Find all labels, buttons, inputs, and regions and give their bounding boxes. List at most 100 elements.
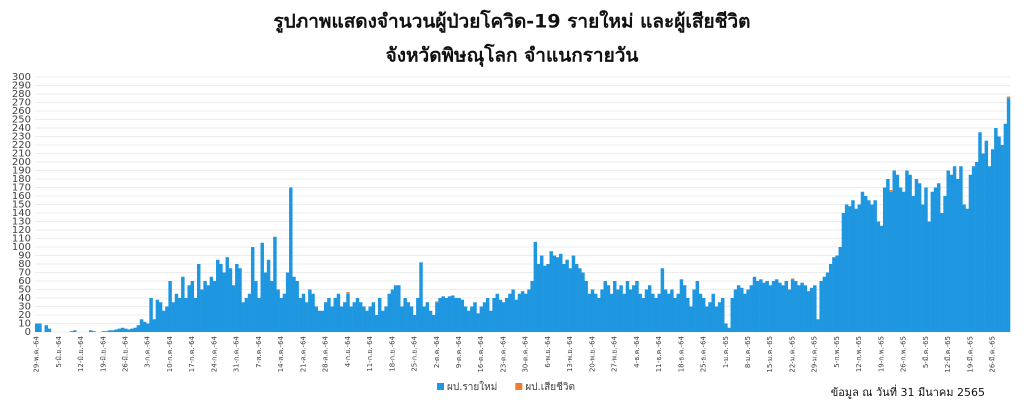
x-tick-label: 23-ต.ค.-64: [499, 335, 507, 372]
bar: [247, 293, 252, 332]
bar: [206, 285, 210, 332]
bar: [355, 298, 360, 332]
x-tick-label: 25-ธ.ค.-64: [700, 335, 708, 372]
y-tick-label: 70: [18, 268, 31, 279]
bar: [797, 285, 801, 332]
bar: [343, 302, 347, 332]
x-tick-label: 19-ก.พ.-65: [877, 336, 885, 372]
bar: [911, 196, 916, 332]
x-tick-label: 8-ม.ค.-65: [744, 336, 752, 368]
bar: [1000, 145, 1004, 332]
bar: [740, 287, 744, 332]
bar: [470, 306, 474, 332]
bar: [568, 268, 573, 332]
bar: [193, 298, 198, 332]
x-tick-label: 9-ต.ค.-64: [455, 335, 463, 368]
bar: [444, 298, 449, 332]
bar: [809, 287, 814, 332]
x-tick-label: 31-ก.ค.-64: [233, 335, 241, 372]
bar: [981, 153, 985, 332]
bar: [279, 298, 284, 332]
bar: [358, 302, 363, 332]
y-tick-label: 110: [12, 234, 31, 245]
x-tick-label: 16-ต.ค.-64: [477, 335, 485, 372]
x-tick-label: 28-ส.ค.-64: [322, 335, 330, 372]
bar: [428, 310, 433, 332]
bar: [1006, 96, 1011, 99]
bar: [219, 264, 223, 332]
bar: [177, 298, 182, 332]
bar: [168, 281, 172, 332]
bar: [73, 330, 77, 332]
bar: [127, 329, 131, 332]
y-tick-label: 120: [12, 225, 31, 236]
bar: [949, 174, 954, 332]
bar: [997, 136, 1001, 332]
bar: [266, 259, 271, 332]
bar: [933, 187, 938, 332]
bar: [308, 289, 312, 332]
bar: [771, 281, 776, 332]
bar: [203, 281, 207, 332]
bar: [250, 247, 255, 332]
x-tick-label: 26-ก.พ.-65: [900, 336, 908, 372]
bar: [400, 306, 404, 332]
bar: [705, 306, 709, 332]
bar: [114, 329, 118, 332]
bar: [451, 295, 455, 332]
y-tick-label: 280: [12, 89, 31, 100]
bar: [317, 310, 322, 332]
bar: [927, 221, 931, 332]
x-tick-label: 24-ก.ค.-64: [210, 335, 218, 372]
bar: [698, 293, 703, 332]
bar: [752, 276, 757, 332]
x-tick-label: 5-ก.พ.-65: [833, 336, 841, 368]
bar: [784, 281, 788, 332]
bar: [454, 298, 458, 332]
bar: [457, 298, 461, 332]
x-tick-label: 3-ก.ค.-64: [144, 335, 152, 367]
bar: [794, 281, 798, 332]
bar: [565, 259, 569, 332]
y-tick-label: 220: [12, 140, 31, 151]
bar: [69, 331, 74, 332]
bar: [371, 302, 376, 332]
bar: [613, 281, 617, 332]
y-tick-label: 200: [12, 157, 31, 168]
bar: [749, 285, 754, 332]
bar: [222, 272, 226, 332]
legend-label: ผป.รายใหม่: [447, 381, 497, 393]
bar: [349, 306, 353, 332]
y-tick-label: 300: [12, 72, 31, 83]
bar: [133, 327, 137, 332]
y-tick-label: 240: [12, 123, 31, 134]
bar: [828, 264, 833, 332]
bar: [946, 170, 950, 332]
bar: [330, 306, 334, 332]
x-tick-label: 6-พ.ย.-64: [544, 335, 552, 367]
x-tick-label: 12-มี.ค.-65: [944, 336, 952, 373]
bar: [435, 302, 439, 332]
bar: [720, 298, 725, 332]
x-tick-label: 13-พ.ย.-64: [566, 335, 574, 372]
bar: [495, 293, 499, 332]
y-tick-label: 250: [12, 115, 31, 126]
bar: [339, 306, 344, 332]
bar: [162, 310, 166, 332]
bar: [549, 251, 553, 332]
bar: [676, 293, 681, 332]
x-tick-label: 11-ธ.ค.-64: [655, 335, 663, 372]
bar: [101, 331, 106, 332]
bar: [212, 281, 217, 332]
x-tick-label: 30-ต.ค.-64: [522, 335, 530, 372]
bar: [292, 276, 296, 332]
bar: [647, 285, 652, 332]
y-tick-label: 40: [18, 293, 31, 304]
bar: [717, 302, 722, 332]
bar: [714, 306, 719, 332]
bar: [857, 204, 862, 332]
y-tick-label: 100: [12, 242, 31, 253]
bar: [123, 328, 128, 332]
bar: [238, 268, 242, 332]
bar: [111, 330, 115, 332]
